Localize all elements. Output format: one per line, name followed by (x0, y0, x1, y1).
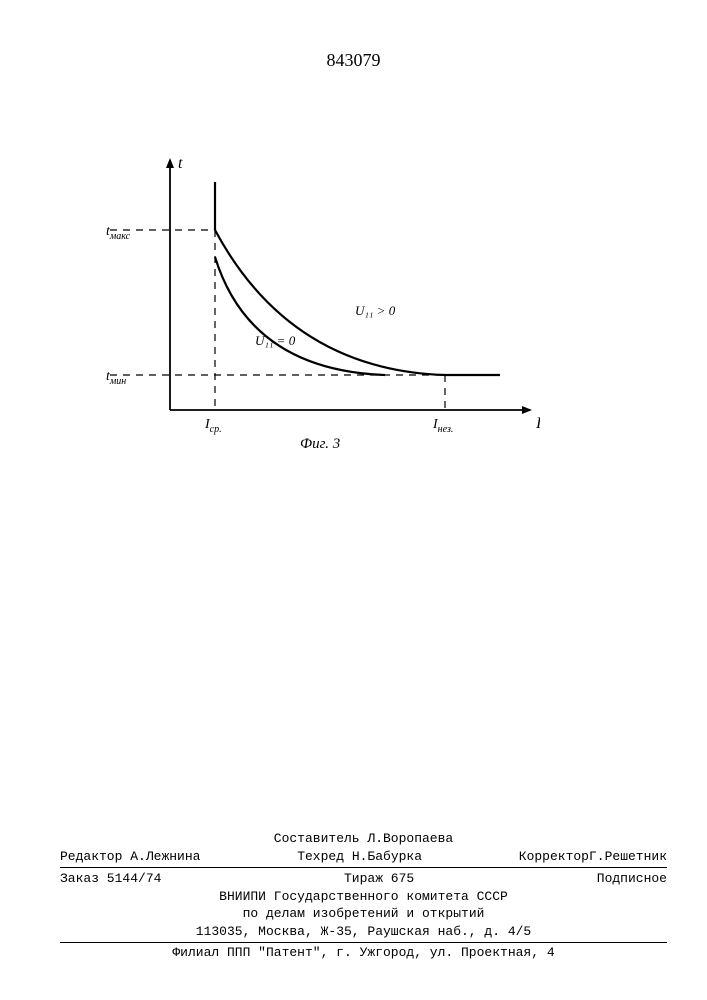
svg-text:Iнез.: Iнез. (432, 417, 453, 435)
order-row: Заказ 5144/74 Тираж 675 Подписное (60, 870, 667, 888)
svg-text:Фиг. 3: Фиг. 3 (300, 436, 340, 452)
org-line-1: ВНИИПИ Государственного комитета СССР (60, 888, 667, 906)
credits-row: Редактор А.Лежнина Техред Н.Бабурка Корр… (60, 848, 667, 866)
compiler-line: Составитель Л.Воропаева (60, 830, 667, 848)
chart-svg: t Itмакс tмин Iср. Iнез. U₁₁ = 0 U₁₁ > 0 Фиг. 3 (100, 150, 540, 470)
svg-text:U₁₁ > 0: U₁₁ > 0 (355, 303, 396, 318)
branch-line: Филиал ППП "Патент", г. Ужгород, ул. Про… (60, 945, 667, 960)
address-line: 113035, Москва, Ж-35, Раушская наб., д. … (60, 923, 667, 941)
editor: Редактор А.Лежнина (60, 848, 200, 866)
svg-text:tмин: tмин (106, 369, 126, 387)
techred: Техред Н.Бабурка (297, 848, 422, 866)
svg-text:Iср.: Iср. (204, 417, 222, 435)
chart: t Itмакс tмин Iср. Iнез. U₁₁ = 0 U₁₁ > 0 Фиг. 3 (100, 150, 540, 470)
circulation: Тираж 675 (344, 870, 414, 888)
subscription: Подписное (597, 870, 667, 888)
rule-2 (60, 942, 667, 943)
page: 843079 t Itмакс tмин Iср. Iнез. U₁₁ = 0 U₁₁ > … (0, 0, 707, 1000)
footer-block: Составитель Л.Воропаева Редактор А.Лежни… (60, 830, 667, 945)
corrector: КорректорГ.Решетник (519, 848, 667, 866)
org-line-2: по делам изобретений и открытий (60, 905, 667, 923)
order: Заказ 5144/74 (60, 870, 161, 888)
svg-text:U₁₁ = 0: U₁₁ = 0 (255, 333, 296, 348)
svg-text:tмакс: tмакс (106, 224, 131, 242)
rule-1 (60, 867, 667, 868)
document-number: 843079 (0, 50, 707, 71)
svg-text:I: I (535, 415, 540, 432)
svg-text:t: t (178, 155, 183, 172)
